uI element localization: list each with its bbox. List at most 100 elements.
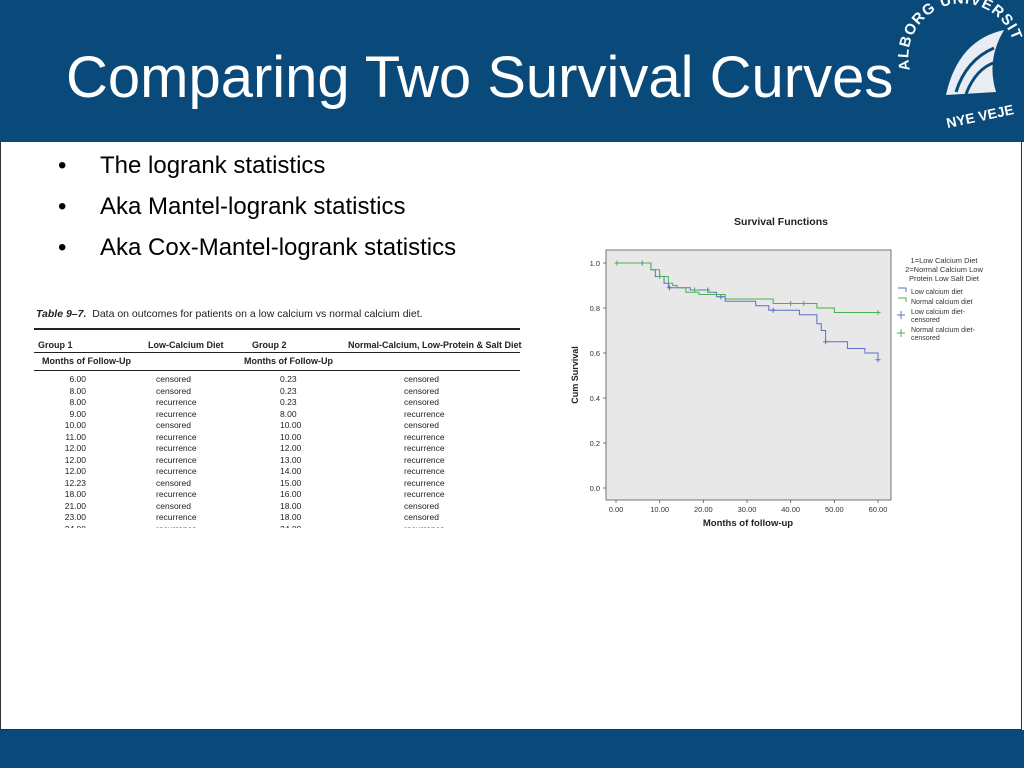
y-tick-label: 0.6 <box>590 349 600 358</box>
university-logo: ALBORG UNIVERSITET NYE VEJE <box>896 0 1024 128</box>
footer-bar <box>0 730 1024 768</box>
x-tick-label: 60.00 <box>869 505 888 514</box>
table-cell: 8.00 <box>280 408 297 419</box>
table-cell: recurrence <box>404 431 445 442</box>
slide-title: Comparing Two Survival Curves <box>66 45 894 110</box>
x-tick-label: 50.00 <box>825 505 844 514</box>
table-cell: recurrence <box>156 443 197 453</box>
table-cell: recurrence <box>156 408 197 419</box>
bullet-item: • The logrank statistics <box>58 150 456 191</box>
legend-entry: censored <box>911 317 940 324</box>
x-axis: 0.00 10.00 20.00 30.00 40.00 50.00 60.00 <box>609 500 888 514</box>
table-cell: censored <box>404 385 439 396</box>
legend-line-swatch <box>898 287 907 292</box>
x-tick-label: 20.00 <box>694 505 713 514</box>
table-header: Low-Calcium Diet <box>148 340 224 350</box>
table-cell: 10.00 <box>280 431 302 442</box>
table-cell: 24.00 <box>56 524 86 529</box>
table-cell: censored <box>404 512 439 522</box>
series-group <box>614 260 881 363</box>
censor-mark-1 <box>718 294 724 300</box>
x-axis-label: Months of follow-up <box>703 518 793 529</box>
table-cell: 12.23 <box>64 477 86 488</box>
x-tick-label: 40.00 <box>781 505 800 514</box>
table-header: Group 1 <box>38 340 73 350</box>
table-cell: 8.00 <box>69 397 86 407</box>
table-cell: recurrence <box>404 477 445 488</box>
table-rule <box>34 352 520 353</box>
table-cell: recurrence <box>404 489 445 499</box>
table-cell: 12.00 <box>64 466 86 476</box>
legend-title-line: 2=Normal Calcium Low <box>905 265 983 274</box>
table-cell: recurrence <box>404 524 445 529</box>
table-cell: 18.00 <box>280 500 302 511</box>
table-cell: 13.00 <box>280 454 302 465</box>
y-axis-label: Cum Survival <box>570 346 580 404</box>
legend-line-swatch <box>898 297 907 302</box>
legend-censor-swatch <box>897 329 905 337</box>
y-tick-label: 0.0 <box>590 484 600 493</box>
table-cell: 8.00 <box>69 385 86 396</box>
series-line-1 <box>616 262 879 360</box>
legend-entry: Normal calcium diet- <box>911 327 975 334</box>
legend-entry: censored <box>911 335 940 342</box>
table-rule <box>34 328 520 330</box>
table-cell: censored <box>404 397 439 407</box>
table-cell: censored <box>404 374 439 384</box>
table-cell: 18.00 <box>64 489 86 499</box>
table-header: Group 2 <box>252 340 287 350</box>
x-tick-label: 10.00 <box>650 505 669 514</box>
bullet-item: • Aka Cox-Mantel-logrank statistics <box>58 232 456 273</box>
legend-entry: Normal calcium diet <box>911 299 973 306</box>
bullet-text: Aka Mantel-logrank statistics <box>100 193 406 220</box>
table-cell: 14.00 <box>280 466 302 476</box>
table-cell: 24.00 <box>280 524 301 529</box>
legend-title-line: 1=Low Calcium Diet <box>911 256 979 265</box>
censor-mark-2 <box>705 287 711 293</box>
table-cell: 0.23 <box>280 374 297 384</box>
table-caption: Table 9–7. Data on outcomes for patients… <box>36 308 423 320</box>
bullet-item: • Aka Mantel-logrank statistics <box>58 191 456 232</box>
table-cell: 6.00 <box>69 374 86 384</box>
table-cell: 9.00 <box>69 408 86 419</box>
table-cell: recurrence <box>404 466 445 476</box>
censor-mark-2 <box>614 260 620 266</box>
table-cell: recurrence <box>156 466 197 476</box>
survival-chart: Survival Functions 0.0 0.2 0.4 0.6 0.8 1.0 0.… <box>570 216 983 529</box>
legend-entry: Low calcium diet <box>911 289 963 296</box>
table-cell: 21.00 <box>64 500 86 511</box>
censor-mark-1 <box>823 339 829 345</box>
table-cell: censored <box>404 500 439 511</box>
y-tick-label: 0.8 <box>590 304 600 313</box>
table-cell: 12.00 <box>280 443 302 453</box>
table-cell: recurrence <box>156 489 197 499</box>
data-table-image: Table 9–7. Data on outcomes for patients… <box>34 298 522 528</box>
x-tick-label: 0.00 <box>609 505 624 514</box>
table-cell: 11.00 <box>65 431 86 442</box>
censor-mark-1 <box>666 285 672 291</box>
table-cell: recurrence <box>156 431 197 442</box>
table-cell: 16.00 <box>280 489 302 499</box>
table-caption-label: Table 9–7. <box>36 308 87 320</box>
censor-mark-2 <box>788 301 794 306</box>
y-tick-label: 0.2 <box>590 439 600 448</box>
table-cell: censored <box>156 420 191 430</box>
bullet-dot: • <box>58 234 67 261</box>
table-cell: recurrence <box>156 512 197 522</box>
table-cell: censored <box>156 500 191 511</box>
table-header: Normal-Calcium, Low-Protein & Salt Diet <box>348 340 522 350</box>
table-cell: 12.00 <box>64 454 86 465</box>
title-bar: Comparing Two Survival Curves ALBORG UNI… <box>0 0 1024 142</box>
table-cell: recurrence <box>404 443 445 453</box>
table-cell: recurrence <box>156 524 197 529</box>
table-cell: recurrence <box>404 454 445 465</box>
table-cell: 23.00 <box>64 512 86 522</box>
legend-entry: Low calcium diet- <box>911 309 966 316</box>
censor-mark-2 <box>657 274 663 279</box>
table-cell: censored <box>156 477 191 488</box>
bullet-text: The logrank statistics <box>100 152 326 179</box>
bullet-text: Aka Cox-Mantel-logrank statistics <box>100 234 457 261</box>
censor-mark-2 <box>801 301 807 306</box>
table-cell: 10.00 <box>64 420 86 430</box>
